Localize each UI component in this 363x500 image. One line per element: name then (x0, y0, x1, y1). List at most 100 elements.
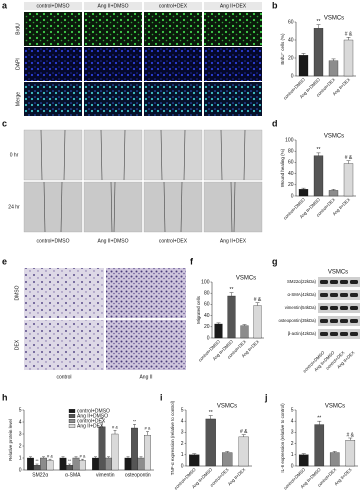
y-tick-label: 60 (288, 160, 294, 166)
bar (214, 323, 223, 339)
x-tick-label: osteopontin (125, 472, 151, 478)
error-bar (107, 456, 110, 458)
y-tick-label: 5 (291, 407, 294, 413)
band (330, 319, 338, 323)
error-bar (48, 459, 52, 461)
bar (144, 435, 151, 471)
significance: ** (35, 458, 39, 463)
y-tick-label: 1 (181, 452, 184, 458)
y-axis-label: Relative protein level (8, 419, 13, 461)
significance: # & (79, 453, 85, 458)
legend-label: control+DEX (77, 418, 106, 424)
scratch-edge (180, 181, 183, 233)
x-tick-label: SM22α (32, 472, 48, 478)
error-bar (331, 189, 336, 191)
bar (345, 440, 356, 467)
chart-title: VSMCs (324, 134, 344, 140)
error-bar (241, 434, 246, 437)
significance: # & (254, 297, 262, 303)
micrograph (144, 82, 202, 116)
y-tick-label: 3 (291, 430, 294, 436)
error-bar (332, 451, 337, 453)
y-tick-label: 20 (288, 182, 294, 188)
row-label: 0 hr (10, 152, 19, 158)
bar (328, 60, 339, 77)
scratch-edge (243, 129, 246, 181)
error-bar (316, 152, 321, 156)
row-label: DEX (14, 339, 20, 350)
scratch-image (83, 129, 143, 181)
bar (313, 28, 324, 77)
bar (98, 426, 106, 471)
blot-strip (318, 329, 360, 339)
blot-strip (318, 303, 360, 313)
legend-swatch (68, 424, 76, 428)
bar (111, 433, 119, 471)
band (350, 306, 358, 310)
panel-letter: h (2, 392, 8, 402)
bar (329, 452, 340, 467)
y-tick-label: 20 (204, 324, 210, 330)
bar (124, 457, 132, 471)
band-label: vimentin(54kDa) (285, 305, 317, 310)
significance: ** (230, 287, 234, 293)
significance: # & (345, 32, 353, 38)
scratch-image (23, 181, 83, 233)
error-bar (29, 456, 32, 458)
chart-title: VSMCs (324, 16, 344, 22)
band (350, 319, 358, 323)
bar (72, 457, 80, 471)
micrograph (144, 47, 202, 81)
error-bar (133, 424, 136, 428)
column-header: control+DMSO (37, 3, 70, 9)
row-label: 24 hr (8, 204, 20, 210)
micrograph (84, 82, 142, 116)
transwell-image (24, 320, 104, 370)
y-tick-label: 0 (291, 193, 294, 199)
column-label: control (56, 374, 71, 380)
transwell-image (106, 268, 186, 318)
band (350, 332, 358, 336)
y-axis-label: BrdU⁺ cells (%) (280, 33, 285, 65)
significance: # & (47, 453, 53, 458)
error-bar (229, 292, 234, 296)
band (330, 306, 338, 310)
y-tick-label: 40 (204, 313, 210, 319)
row-label: Merge (15, 92, 21, 106)
error-bar (113, 430, 117, 434)
scratch-edge (113, 181, 116, 233)
band (320, 293, 328, 297)
scratch-edge (100, 129, 103, 181)
bar (240, 325, 249, 339)
legend-label: Ang II+DMSO (77, 413, 108, 419)
band-label: SM22α(22kDa) (287, 279, 317, 284)
bar (137, 457, 145, 471)
error-bar (301, 187, 306, 190)
error-bar (192, 453, 197, 455)
micrograph (84, 12, 142, 46)
error-bar (255, 302, 260, 306)
bar (238, 436, 249, 467)
transwell-image (24, 268, 104, 318)
micrograph (24, 12, 82, 46)
error-bar (301, 453, 306, 455)
y-axis-label: IL-6 expression (relative to control) (280, 403, 285, 473)
y-axis-label: TNF-α expression (relative to control) (170, 400, 175, 475)
x-tick-label: vimentin (96, 472, 115, 478)
bar (298, 189, 309, 197)
scratch-edge (110, 181, 113, 233)
y-tick-label: 100 (201, 279, 210, 285)
error-bar (225, 451, 230, 453)
error-bar (346, 160, 351, 164)
band (330, 280, 338, 284)
significance: ** (317, 147, 321, 153)
column-label: control+DEX (159, 238, 188, 244)
error-bar (317, 421, 322, 425)
y-tick-label: 20 (288, 55, 294, 61)
error-bar (81, 459, 84, 461)
scratch-edge (220, 129, 223, 181)
error-bar (242, 324, 247, 326)
y-tick-label: 60 (204, 302, 210, 308)
column-header-box (144, 2, 202, 10)
blot-title: VSMCs (328, 270, 348, 276)
